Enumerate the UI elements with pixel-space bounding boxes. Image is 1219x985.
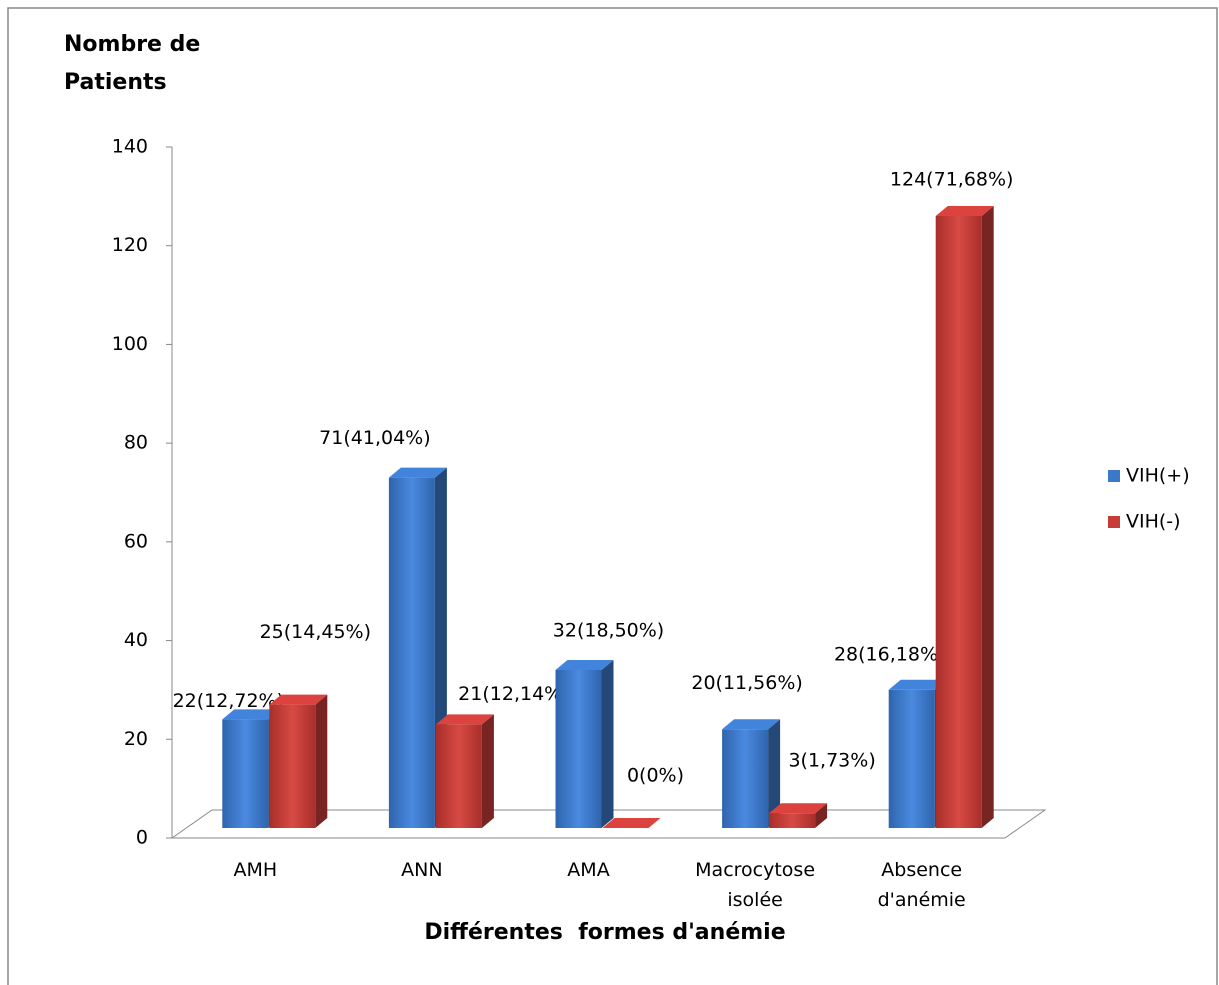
bar-top xyxy=(769,803,828,814)
data-label: 28(16,18%) xyxy=(834,643,945,665)
data-label: 25(14,45%) xyxy=(260,621,371,643)
legend-swatch xyxy=(1108,516,1120,528)
bar xyxy=(769,803,828,828)
legend-label: VIH(+) xyxy=(1126,465,1190,487)
bar xyxy=(269,694,328,828)
bar-side xyxy=(815,803,828,828)
bar-top xyxy=(602,818,661,828)
y-tick-label: 120 xyxy=(112,234,148,256)
bar-front xyxy=(435,724,482,828)
data-label: 124(71,68%) xyxy=(890,168,1014,190)
frame xyxy=(7,7,1218,985)
bar-top xyxy=(555,660,614,671)
bar xyxy=(722,719,781,828)
floor xyxy=(170,809,1047,839)
x-tick-label: AMH xyxy=(233,859,278,881)
bar-top xyxy=(435,714,494,725)
bar-side xyxy=(981,205,994,828)
bar-front xyxy=(769,813,816,828)
x-tick-label: AMA xyxy=(567,859,610,881)
bar-front xyxy=(269,704,316,828)
data-label: 32(18,50%) xyxy=(553,620,664,642)
bar-front xyxy=(555,670,602,828)
bar xyxy=(935,205,994,828)
bar-front xyxy=(222,719,269,828)
bar-top xyxy=(269,694,328,705)
bar-top xyxy=(388,467,447,478)
bar-front xyxy=(722,729,769,828)
bar-top xyxy=(222,709,281,720)
x-tick-label: ANN xyxy=(401,859,443,881)
data-label: 0(0%) xyxy=(627,765,684,787)
x-axis-title: Différentes formes d'anémie xyxy=(424,920,786,945)
legend-label: VIH(-) xyxy=(1126,511,1181,533)
bar-side xyxy=(315,694,328,828)
bar-front xyxy=(935,215,982,828)
y-tick-label: 140 xyxy=(112,136,148,158)
y-tick-label: 0 xyxy=(136,827,148,849)
bar-front xyxy=(888,689,935,828)
legend-swatch xyxy=(1108,470,1120,482)
bar-side xyxy=(481,714,494,828)
bar-top xyxy=(935,205,994,216)
data-label: 22(12,72%) xyxy=(173,690,284,712)
bar xyxy=(602,818,661,828)
x-tick-label: Absence d'anémie xyxy=(877,859,966,911)
y-tick-label: 80 xyxy=(124,432,148,454)
y-tick-label: 40 xyxy=(124,629,148,651)
bar-top xyxy=(888,679,947,690)
x-tick-label: Macrocytose isolée xyxy=(695,859,816,911)
data-label: 71(41,04%) xyxy=(319,427,430,449)
bar-front xyxy=(388,477,435,828)
bar-top xyxy=(722,719,781,730)
y-tick-label: 100 xyxy=(112,333,148,355)
y-tick-label: 60 xyxy=(124,530,148,552)
y-axis-title: Nombre de Patients xyxy=(64,32,201,95)
bar-side xyxy=(601,660,614,828)
data-label: 21(12,14%) xyxy=(458,683,569,705)
bar xyxy=(555,660,614,828)
bar-side xyxy=(768,719,781,828)
y-tick-label: 20 xyxy=(124,728,148,750)
data-label: 20(11,56%) xyxy=(691,672,802,694)
bar xyxy=(435,714,494,828)
data-label: 3(1,73%) xyxy=(788,750,875,772)
